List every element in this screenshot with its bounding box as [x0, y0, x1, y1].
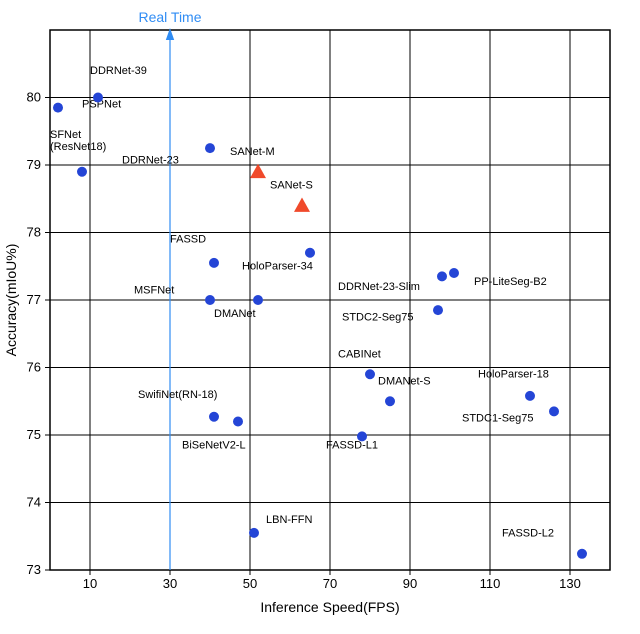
label-BiSeNetV2-L: BiSeNetV2-L	[182, 440, 246, 452]
point-CABINet	[365, 369, 375, 379]
y-tick-label: 73	[27, 562, 41, 577]
label-HoloParser-34: HoloParser-34	[242, 261, 313, 273]
label-MSFNet: MSFNet	[134, 284, 174, 296]
label-CABINet: CABINet	[338, 348, 381, 360]
y-tick-label: 77	[27, 292, 41, 307]
label-SANet-M: SANet-M	[230, 146, 275, 158]
label-DDRNet-23: DDRNet-23	[122, 155, 179, 167]
x-tick-label: 30	[163, 576, 177, 591]
label-LBN-FFN: LBN-FFN	[266, 514, 313, 526]
label-DMANet: DMANet	[214, 308, 256, 320]
y-axis-label: Accuracy(mIoU%)	[3, 244, 19, 357]
label-SANet-S: SANet-S	[270, 180, 313, 192]
point-LBN-FFN	[249, 528, 259, 538]
x-tick-label: 110	[480, 576, 501, 591]
label-FASSD: FASSD	[170, 234, 206, 246]
x-tick-label: 130	[559, 576, 581, 591]
point-BiSeNetV2-L	[233, 417, 243, 427]
label-SwifiNet: SwifiNet(RN-18)	[138, 389, 217, 401]
point-MSFNet	[205, 295, 215, 305]
x-tick-label: 10	[83, 576, 97, 591]
label-STDC1-Seg75: STDC1-Seg75	[462, 413, 534, 425]
point-STDC2-Seg75	[433, 305, 443, 315]
y-tick-label: 76	[27, 360, 41, 375]
point-DMANet	[253, 295, 263, 305]
point-PP-LiteSeg-B2	[449, 268, 459, 278]
point-DDRNet-39	[93, 93, 103, 103]
point-FASSD	[209, 258, 219, 268]
x-axis-label: Inference Speed(FPS)	[260, 599, 399, 615]
y-tick-label: 75	[27, 427, 41, 442]
realtime-label: Real Time	[138, 9, 201, 25]
point-FASSD-L2	[577, 549, 587, 559]
point-SFNet	[77, 167, 87, 177]
point-DDRNet-23-Slim	[437, 271, 447, 281]
label-HoloParser-18: HoloParser-18	[478, 369, 549, 381]
x-tick-label: 50	[243, 576, 257, 591]
label-DMANet-S: DMANet-S	[378, 375, 431, 387]
label-FASSD-L1: FASSD-L1	[326, 440, 378, 452]
label-DDRNet-39: DDRNet-39	[90, 65, 147, 77]
x-tick-label: 70	[323, 576, 337, 591]
point-SwifiNet	[209, 412, 219, 422]
point-HoloParser-34	[305, 248, 315, 258]
point-PSPNet	[53, 103, 63, 113]
x-tick-label: 90	[403, 576, 417, 591]
point-STDC1-Seg75	[549, 406, 559, 416]
label-STDC2-Seg75: STDC2-Seg75	[342, 311, 414, 323]
y-tick-label: 79	[27, 157, 41, 172]
y-tick-label: 78	[27, 225, 41, 240]
label-FASSD-L2: FASSD-L2	[502, 527, 554, 539]
label-DDRNet-23-Slim: DDRNet-23-Slim	[338, 281, 420, 293]
point-DMANet-S	[385, 396, 395, 406]
y-tick-label: 80	[27, 90, 41, 105]
label-PP-LiteSeg-B2: PP-LiteSeg-B2	[474, 276, 547, 288]
point-DDRNet-23	[205, 143, 215, 153]
y-tick-label: 74	[27, 495, 41, 510]
scatter-chart: 10 30 50 70 90 110 130 73 74 75 76 77 78 79 80 Inferenc…	[0, 0, 640, 634]
point-HoloParser-18	[525, 391, 535, 401]
